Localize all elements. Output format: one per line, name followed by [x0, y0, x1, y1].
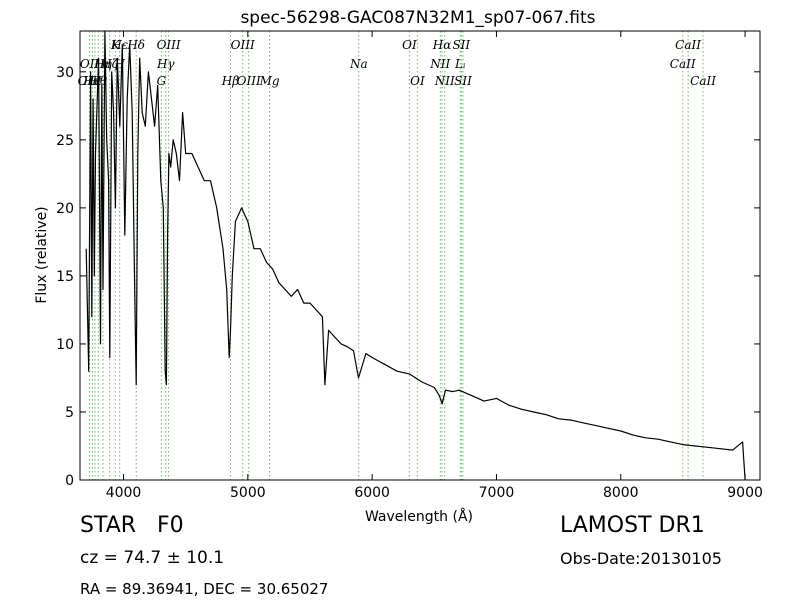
spectral-line-label: OIII [78, 74, 102, 88]
y-tick-label: 0 [65, 473, 74, 489]
object-class: STAR [80, 513, 137, 538]
spectral-line-label: H [113, 57, 125, 71]
y-tick-label: 10 [56, 337, 74, 353]
spectral-line-label: OI [410, 74, 425, 88]
spectral-line-label: Mg [259, 74, 280, 88]
chart-title: spec-56298-GAC087N32M1_sp07-067.fits [240, 8, 595, 28]
spectral-line-label: SII [454, 74, 472, 88]
spectral-line-label: CaII [690, 74, 716, 88]
survey-name: LAMOST DR1 [560, 513, 705, 538]
spectral-line-label: OII [80, 57, 100, 71]
spectral-line-label: Lᵢ [454, 57, 466, 71]
coordinates: RA = 89.36941, DEC = 30.65027 [80, 580, 329, 598]
spectral-line-label: OI [402, 38, 417, 52]
x-tick-label: 9000 [727, 485, 763, 501]
spectral-line-label: SII [452, 38, 470, 52]
spectral-line-label: Hη [93, 57, 112, 71]
x-tick-label: 7000 [479, 485, 515, 501]
x-tick-label: 8000 [603, 485, 639, 501]
observation-date: Obs-Date:20130105 [560, 549, 722, 568]
spectral-line-label: Hθ [88, 74, 107, 88]
object-subclass: F0 [157, 513, 184, 538]
spectral-line-label: Na [349, 57, 368, 71]
plot-frame [79, 30, 761, 481]
x-axis-label: Wavelength (Å) [365, 508, 473, 525]
spectral-line-label: Hζ [100, 57, 119, 71]
spectral-line-label: Hε [110, 38, 128, 52]
y-tick-label: 30 [56, 65, 74, 81]
spectral-line-label: Hα [432, 38, 452, 52]
spectral-line-label: Hβ [221, 74, 239, 88]
spectral-line-label: OIII [237, 74, 261, 88]
y-tick-label: 15 [56, 269, 74, 285]
x-tick-label: 6000 [354, 485, 390, 501]
spectral-line-label: CaII [675, 38, 701, 52]
y-tick-label: 20 [56, 201, 74, 217]
spectral-line-label: Hγ [156, 57, 175, 71]
spectral-line-label: Hδ [126, 38, 145, 52]
spectral-line-label: CaII [670, 57, 696, 71]
y-tick-label: 25 [56, 133, 74, 149]
spectral-line-label: K [110, 38, 121, 52]
x-tick-label: 5000 [230, 485, 266, 501]
spectral-line-label: NII [429, 57, 450, 71]
y-axis-label: Flux (relative) [34, 206, 50, 303]
spectral-line-label: NII [434, 74, 455, 88]
redshift-value: cz = 74.7 ± 10.1 [80, 548, 225, 568]
spectral-line-label: OIII [231, 38, 255, 52]
spectral-line-label: G [157, 74, 167, 88]
spectrum-line [85, 30, 746, 481]
y-tick-label: 5 [65, 405, 74, 421]
spectral-line-label: Hκ [82, 74, 101, 88]
spectral-line-label: OIII [157, 38, 181, 52]
x-tick-label: 4000 [106, 485, 142, 501]
